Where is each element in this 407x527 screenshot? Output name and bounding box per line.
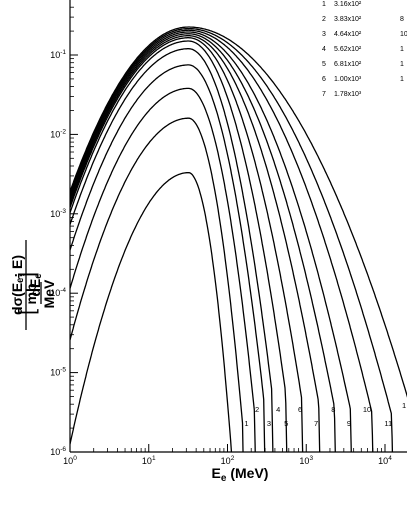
x-axis-title-sub: e: [221, 473, 227, 484]
legend-id: 7: [322, 91, 326, 98]
curve-label: 7: [314, 419, 318, 428]
legend: 1 3.16x10² 2 3.83x10² 3 4.64x10² 4 5.62x10² 5 6.8…: [322, 1, 407, 98]
series-line-5: [70, 48, 274, 452]
legend-id-right: 1: [400, 61, 404, 68]
legend-id: 2: [322, 16, 326, 23]
legend-energy: 3.83x10²: [334, 16, 362, 23]
y-tick-label: 10-5: [50, 367, 66, 378]
y-axis-title: dσ(Eₑ; E) dEₑ: [9, 240, 43, 330]
legend-id-right: 1: [400, 76, 404, 83]
curve-label: 5: [284, 419, 288, 428]
series-line-4: [70, 64, 266, 452]
x-tick-label: 103: [299, 455, 313, 466]
series-line-11: [70, 29, 374, 452]
y-title-numerator: dσ(Eₑ; E): [9, 255, 25, 315]
y-tick-label: 10-6: [50, 446, 66, 457]
x-tick-label: 102: [221, 455, 235, 466]
legend-id: 6: [322, 76, 326, 83]
y-axis: 10-6 10-5 10-4 10-3 10-2 10-1: [50, 6, 78, 457]
x-tick-label: 100: [63, 455, 77, 466]
series-line-6: [70, 40, 288, 452]
x-axis-title: Ee (MeV): [212, 465, 269, 484]
series-line-3: [70, 87, 256, 452]
svg-text:]: ]: [14, 272, 39, 278]
curve-label: 3: [267, 419, 271, 428]
curve-label: 2: [255, 405, 259, 414]
curve-label: 9: [347, 419, 351, 428]
legend-id-right: 1: [400, 46, 404, 53]
series-line-13: [70, 26, 407, 398]
curve-label: 1: [244, 419, 248, 428]
x-tick-label: 101: [142, 455, 156, 466]
curve-labels: 2 4 6 8 101 3 5 7 9 111: [244, 401, 406, 428]
series-line-1: [70, 171, 233, 452]
y-tick-label: 10-1: [50, 49, 66, 60]
legend-id: 3: [322, 31, 326, 38]
legend-energy: 1.78x10³: [334, 91, 362, 98]
y-tick-label: 10-4: [50, 287, 66, 298]
svg-text:[: [: [14, 309, 39, 315]
curve-label: 11: [384, 419, 392, 428]
legend-energy: 4.64x10²: [334, 31, 362, 38]
legend-id: 1: [322, 1, 326, 8]
series-line-12: [70, 27, 394, 452]
legend-energy: 1.00x10³: [334, 76, 362, 83]
curve-label: 1: [402, 401, 406, 410]
y-tick-label: 10-3: [50, 208, 66, 219]
series-curves: [70, 26, 407, 452]
series-line-2: [70, 117, 244, 452]
legend-energy: 5.62x10²: [334, 46, 362, 53]
legend-id-right: 8: [400, 16, 404, 23]
curve-label: 10: [363, 405, 371, 414]
legend-id: 5: [322, 61, 326, 68]
series-line-9: [70, 33, 336, 452]
curve-label: 4: [276, 405, 280, 414]
y-title-denominator: dEₑ: [27, 273, 43, 296]
legend-energy: 3.16x10²: [334, 1, 362, 8]
x-axis: 100 101 102 103 104: [63, 444, 392, 466]
y-axis-unit: [ mb MeV ]: [14, 272, 57, 315]
curve-label: 6: [298, 405, 302, 414]
legend-id: 4: [322, 46, 326, 53]
legend-id-right: 10: [400, 31, 407, 38]
curve-label: 8: [331, 405, 335, 414]
series-line-7: [70, 37, 304, 452]
y-unit-den: MeV: [41, 279, 57, 308]
legend-energy: 6.81x10²: [334, 61, 362, 68]
svg-text:dEₑ: dEₑ: [27, 273, 43, 296]
x-tick-label: 104: [378, 455, 392, 466]
series-line-10: [70, 31, 352, 452]
y-unit-num: mb: [23, 284, 39, 305]
y-tick-label: 10-2: [50, 128, 66, 139]
series-line-8: [70, 35, 321, 452]
svg-text:dσ(Eₑ; E): dσ(Eₑ; E): [9, 255, 25, 315]
